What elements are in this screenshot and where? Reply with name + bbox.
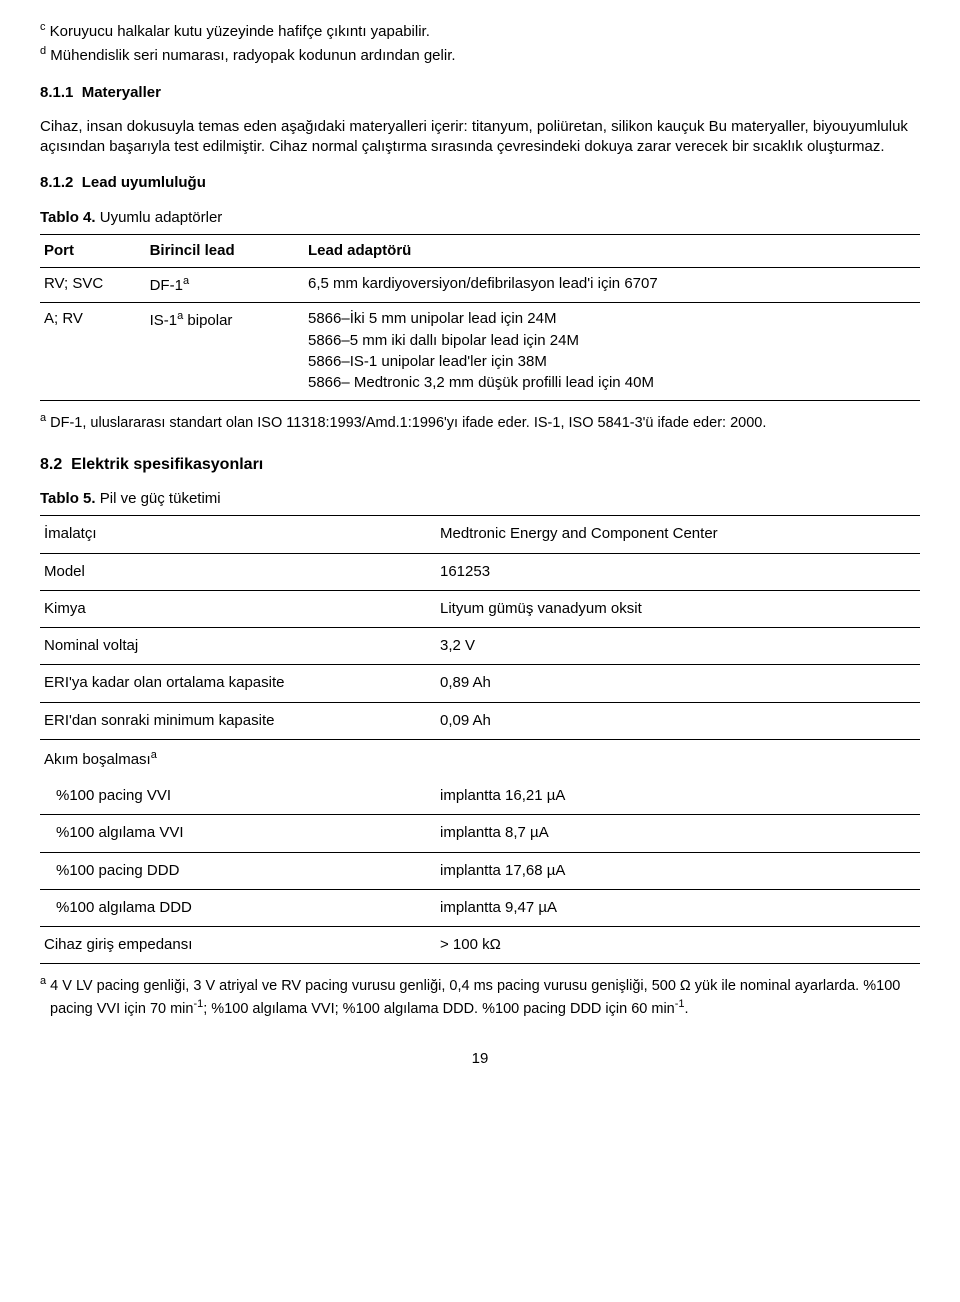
section-811-heading: 8.1.1 Materyaller (40, 83, 920, 103)
table4-cell: A; RV (40, 303, 146, 401)
table-row: ERI'dan sonraki minimum kapasite 0,09 Ah (40, 702, 920, 739)
table4-cell: 5866–İki 5 mm unipolar lead için 24M 586… (304, 303, 920, 401)
table4-cell: 6,5 mm kardiyoversiyon/defibrilasyon lea… (304, 268, 920, 303)
table-row: Kimya Lityum gümüş vanadyum oksit (40, 590, 920, 627)
table5-value: 0,09 Ah (436, 702, 920, 739)
footnote-c: c Koruyucu halkalar kutu yüzeyinde hafif… (40, 20, 920, 42)
table4-header-adaptor: Lead adaptörü (304, 234, 920, 267)
section-812-num: 8.1.2 (40, 174, 73, 191)
table4-cell: RV; SVC (40, 268, 146, 303)
table5-key: Model (40, 553, 436, 590)
table-row: %100 algılama DDD implantta 9,47 µA (40, 889, 920, 926)
table5-key: ERI'dan sonraki minimum kapasite (40, 702, 436, 739)
footnote-d-text: Mühendislik seri numarası, radyopak kodu… (46, 47, 455, 64)
table5-key: Kimya (40, 590, 436, 627)
table-row: A; RV IS-1a bipolar 5866–İki 5 mm unipol… (40, 303, 920, 401)
table5: İmalatçı Medtronic Energy and Component … (40, 515, 920, 964)
table5-key: %100 algılama DDD (40, 889, 436, 926)
section-812-heading: 8.1.2 Lead uyumluluğu (40, 173, 920, 193)
table-row: Akım boşalmasıa (40, 739, 920, 778)
table5-key: %100 pacing VVI (40, 778, 436, 815)
table4: Port Birincil lead Lead adaptörü RV; SVC… (40, 234, 920, 402)
section-811-title: Materyaller (82, 84, 161, 101)
table4-header-lead: Birincil lead (146, 234, 304, 267)
table5-value: implantta 9,47 µA (436, 889, 920, 926)
table-row: RV; SVC DF-1a 6,5 mm kardiyoversiyon/def… (40, 268, 920, 303)
table5-caption: Tablo 5. Pil ve güç tüketimi (40, 489, 920, 509)
table5-value: implantta 16,21 µA (436, 778, 920, 815)
table5-caption-bold: Tablo 5. (40, 490, 100, 507)
table5-key: Cihaz giriş empedansı (40, 927, 436, 964)
footnote-c-text: Koruyucu halkalar kutu yüzeyinde hafifçe… (46, 23, 430, 40)
footnote-d: d Mühendislik seri numarası, radyopak ko… (40, 44, 920, 66)
table5-key: ERI'ya kadar olan ortalama kapasite (40, 665, 436, 702)
table4-cell: DF-1a (146, 268, 304, 303)
table-row: %100 pacing VVI implantta 16,21 µA (40, 778, 920, 815)
table4-footnote-text: DF-1, uluslararası standart olan ISO 113… (46, 415, 766, 431)
table-row: %100 algılama VVI implantta 8,7 µA (40, 815, 920, 852)
table5-value: 3,2 V (436, 628, 920, 665)
section-82-heading: 8.2 Elektrik spesifikasyonları (40, 454, 920, 476)
table-row: ERI'ya kadar olan ortalama kapasite 0,89… (40, 665, 920, 702)
page-number: 19 (40, 1049, 920, 1069)
section-811-paragraph: Cihaz, insan dokusuyla temas eden aşağıd… (40, 117, 920, 158)
table4-caption: Tablo 4. Uyumlu adaptörler (40, 208, 920, 228)
table5-value: > 100 kΩ (436, 927, 920, 964)
table5-key: İmalatçı (40, 516, 436, 553)
table5-key: %100 pacing DDD (40, 852, 436, 889)
table4-header-port: Port (40, 234, 146, 267)
table5-value: 161253 (436, 553, 920, 590)
table5-value: implantta 17,68 µA (436, 852, 920, 889)
table5-key: %100 algılama VVI (40, 815, 436, 852)
section-82-num: 8.2 (40, 456, 62, 473)
section-811-num: 8.1.1 (40, 84, 73, 101)
table4-caption-bold: Tablo 4. (40, 209, 100, 226)
table4-cell: IS-1a bipolar (146, 303, 304, 401)
table5-value: implantta 8,7 µA (436, 815, 920, 852)
table4-footnote: a DF-1, uluslararası standart olan ISO 1… (40, 411, 920, 433)
table5-value: Medtronic Energy and Component Center (436, 516, 920, 553)
table4-caption-rest: Uyumlu adaptörler (100, 209, 223, 226)
table5-value: Lityum gümüş vanadyum oksit (436, 590, 920, 627)
table5-caption-rest: Pil ve güç tüketimi (100, 490, 221, 507)
table5-footnote: a 4 V LV pacing genliği, 3 V atriyal ve … (40, 974, 920, 1019)
table-row: Cihaz giriş empedansı > 100 kΩ (40, 927, 920, 964)
table-row: Nominal voltaj 3,2 V (40, 628, 920, 665)
table5-value (436, 739, 920, 778)
table5-key: Nominal voltaj (40, 628, 436, 665)
table5-value: 0,89 Ah (436, 665, 920, 702)
section-82-title: Elektrik spesifikasyonları (71, 456, 263, 473)
section-812-title: Lead uyumluluğu (82, 174, 206, 191)
table5-key: Akım boşalmasıa (40, 739, 436, 778)
table-row: Model 161253 (40, 553, 920, 590)
table-row: %100 pacing DDD implantta 17,68 µA (40, 852, 920, 889)
table-row: İmalatçı Medtronic Energy and Component … (40, 516, 920, 553)
